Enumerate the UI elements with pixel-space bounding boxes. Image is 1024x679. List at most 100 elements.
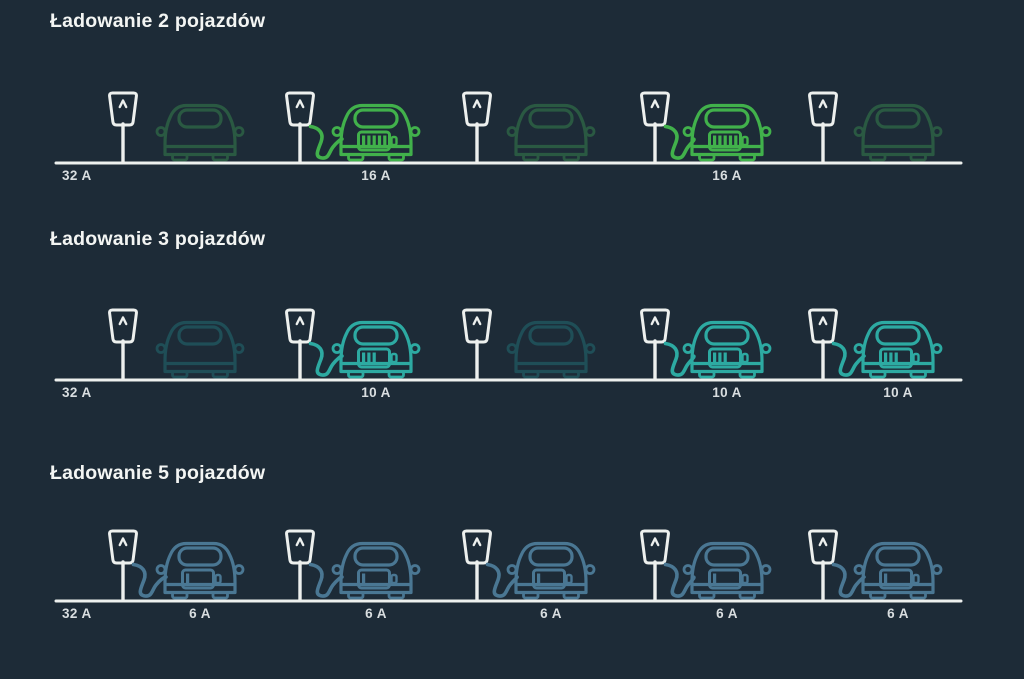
charging-cable: [831, 562, 866, 598]
car-wheel-left: [869, 370, 887, 379]
amperage-label: 16 A: [361, 168, 391, 183]
car-wheel-right: [909, 370, 927, 379]
battery-bar: [718, 352, 722, 364]
car-mirror-left-icon: [682, 564, 694, 575]
car-mirror-right-icon: [931, 564, 943, 575]
charging-post-icon: [808, 529, 838, 602]
car-windshield: [177, 325, 223, 346]
amperage-label: 10 A: [883, 385, 913, 400]
car-windshield: [353, 546, 399, 567]
car-windshield: [704, 325, 750, 346]
car-charging-icon: [331, 103, 421, 162]
source-amperage-label: 32 A: [62, 606, 92, 621]
battery-bar: [723, 135, 727, 147]
battery-bar: [372, 352, 376, 364]
battery-bar: [713, 135, 717, 147]
car-body: [690, 320, 764, 374]
charging-post-icon: [808, 91, 838, 164]
car-wheel-right: [211, 591, 229, 600]
charging-cable: [131, 562, 168, 598]
car-mirror-right-icon: [931, 126, 943, 137]
car-windshield: [875, 546, 921, 567]
car-mirror-right-icon: [584, 126, 596, 137]
post-head: [462, 91, 492, 127]
car-windshield: [353, 108, 399, 129]
car-mirror-left-icon: [506, 564, 518, 575]
charging-post-icon: [108, 529, 138, 602]
post-head: [462, 529, 492, 565]
battery-bar: [713, 573, 717, 585]
car-wheel-left: [171, 153, 189, 162]
amperage-label: 10 A: [712, 385, 742, 400]
car-mirror-left-icon: [682, 126, 694, 137]
car-wheel-left: [347, 370, 365, 379]
charging-post-icon: [462, 529, 492, 602]
scene-3-vehicles: 32 A 10 A 10 A 10 A: [54, 308, 963, 400]
battery-bar: [734, 135, 738, 147]
post-head: [808, 529, 838, 565]
car-mirror-left-icon: [331, 126, 343, 137]
post-head: [462, 308, 492, 344]
battery-bar: [728, 135, 733, 147]
charging-cable: [663, 124, 696, 160]
car-mirror-left-icon: [853, 126, 865, 137]
car-charging-icon: [853, 541, 943, 600]
battery-bar: [362, 352, 366, 364]
battery-bar: [383, 135, 387, 147]
car-wheel-right: [562, 591, 580, 600]
car-wheel-right: [738, 591, 756, 600]
car-windshield: [704, 108, 750, 129]
car-charging-icon: [155, 541, 245, 600]
car-body: [514, 320, 588, 374]
charging-post-icon: [462, 91, 492, 164]
car-mirror-left-icon: [155, 343, 167, 354]
car-body: [339, 541, 413, 595]
charging-post-icon: [640, 529, 670, 602]
battery-bar: [537, 573, 541, 585]
post-logo-icon: [295, 537, 305, 547]
car-wheel-right: [211, 370, 229, 379]
car-wheel-right: [387, 153, 405, 162]
post-head: [108, 308, 138, 344]
amperage-label: 6 A: [189, 606, 211, 621]
charging-post-icon: [462, 308, 492, 381]
post-logo-icon: [650, 316, 660, 326]
car-wheel-right: [387, 370, 405, 379]
battery-bar: [894, 352, 898, 364]
battery-icon: [532, 568, 573, 590]
car-windshield: [875, 108, 921, 129]
car-wheel-right: [909, 591, 927, 600]
charging-cable: [308, 124, 344, 160]
car-windshield: [177, 546, 223, 567]
charging-cable: [308, 341, 344, 377]
car-charging-icon: [853, 320, 943, 379]
battery-bar: [367, 352, 371, 364]
car-wheel-left: [869, 153, 887, 162]
car-mirror-right-icon: [409, 564, 421, 575]
car-windshield: [528, 325, 574, 346]
post-logo-icon: [650, 99, 660, 109]
car-body: [690, 103, 764, 157]
post-logo-icon: [650, 537, 660, 547]
car-idle-icon: [155, 103, 245, 162]
amperage-label: 6 A: [887, 606, 909, 621]
source-amperage-label: 32 A: [62, 168, 92, 183]
car-mirror-right-icon: [931, 343, 943, 354]
charging-post-icon: [285, 529, 315, 602]
battery-bar: [889, 352, 893, 364]
charging-cable: [663, 562, 696, 598]
car-mirror-right-icon: [409, 126, 421, 137]
car-wheel-left: [698, 591, 716, 600]
car-mirror-left-icon: [155, 126, 167, 137]
post-head: [285, 529, 315, 565]
car-wheel-left: [171, 591, 189, 600]
car-body: [163, 320, 237, 374]
car-wheel-right: [562, 370, 580, 379]
post-head: [640, 91, 670, 127]
car-mirror-right-icon: [760, 126, 772, 137]
charging-cable: [485, 562, 519, 598]
post-logo-icon: [818, 537, 828, 547]
battery-bar: [377, 135, 382, 147]
post-head: [285, 91, 315, 127]
